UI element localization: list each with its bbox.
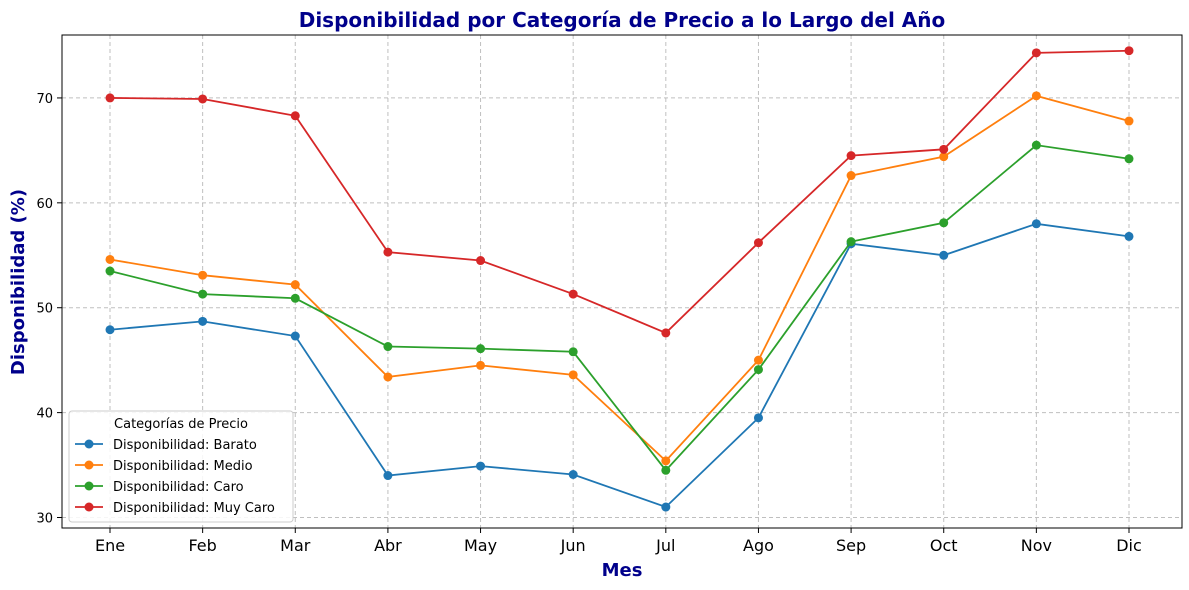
data-point bbox=[661, 502, 671, 512]
legend: Categorías de Precio Disponibilidad: Bara… bbox=[68, 410, 294, 523]
data-point bbox=[105, 266, 115, 276]
data-point bbox=[290, 331, 300, 341]
data-point bbox=[568, 470, 578, 480]
legend-item: Disponibilidad: Muy Caro bbox=[75, 501, 275, 516]
series-line bbox=[109, 94, 1130, 463]
legend-item: Disponibilidad: Medio bbox=[75, 459, 253, 474]
data-point bbox=[661, 328, 671, 338]
data-point bbox=[1031, 219, 1041, 229]
x-tick-label: Ago bbox=[743, 536, 774, 555]
x-tick-label: Nov bbox=[1021, 536, 1052, 555]
data-point bbox=[939, 218, 949, 228]
legend-box bbox=[68, 410, 294, 523]
data-point bbox=[476, 461, 486, 471]
data-point bbox=[846, 171, 856, 181]
data-point bbox=[1031, 91, 1041, 101]
data-point bbox=[661, 465, 671, 475]
data-point bbox=[1031, 140, 1041, 150]
x-tick-label: Sep bbox=[836, 536, 866, 555]
legend-label: Disponibilidad: Caro bbox=[113, 480, 244, 495]
y-axis: 30 40 50 60 70 bbox=[36, 92, 62, 527]
series-layer bbox=[105, 46, 1134, 512]
data-point bbox=[476, 256, 486, 266]
x-tick-label: Dic bbox=[1116, 536, 1142, 555]
data-point bbox=[290, 293, 300, 303]
x-tick-label: Jun bbox=[560, 536, 586, 555]
data-point bbox=[753, 238, 763, 248]
data-point bbox=[105, 254, 115, 264]
series-3 bbox=[105, 46, 1134, 338]
data-point bbox=[846, 237, 856, 247]
data-point bbox=[1124, 231, 1134, 241]
y-tick-label: 30 bbox=[36, 512, 53, 527]
data-point bbox=[198, 94, 208, 104]
data-point bbox=[661, 456, 671, 466]
series-2 bbox=[105, 140, 1134, 475]
y-tick-label: 50 bbox=[36, 302, 53, 317]
data-point bbox=[105, 325, 115, 335]
series-line bbox=[109, 49, 1130, 334]
x-tick-label: Feb bbox=[188, 536, 216, 555]
data-point bbox=[476, 360, 486, 370]
data-point bbox=[753, 355, 763, 365]
y-tick-label: 40 bbox=[36, 407, 53, 422]
data-point bbox=[383, 342, 393, 352]
grid bbox=[62, 35, 1182, 528]
data-point bbox=[383, 247, 393, 257]
data-point bbox=[939, 250, 949, 260]
legend-label: Disponibilidad: Barato bbox=[113, 438, 257, 453]
data-point bbox=[568, 347, 578, 357]
data-point bbox=[198, 289, 208, 299]
x-tick-label: Oct bbox=[930, 536, 958, 555]
series-1 bbox=[105, 91, 1134, 466]
legend-title: Categorías de Precio bbox=[114, 417, 248, 432]
legend-item: Disponibilidad: Caro bbox=[75, 480, 244, 495]
legend-marker bbox=[84, 460, 94, 470]
legend-marker bbox=[84, 481, 94, 491]
x-tick-label: Mar bbox=[280, 536, 311, 555]
legend-marker bbox=[84, 439, 94, 449]
x-tick-label: Jul bbox=[655, 536, 675, 555]
x-tick-label: May bbox=[464, 536, 497, 555]
data-point bbox=[568, 370, 578, 380]
series-line bbox=[109, 144, 1130, 472]
plot-frame bbox=[61, 34, 1183, 529]
data-point bbox=[198, 316, 208, 326]
data-point bbox=[383, 372, 393, 382]
legend-item: Disponibilidad: Barato bbox=[75, 438, 257, 453]
data-point bbox=[568, 289, 578, 299]
data-point bbox=[1124, 46, 1134, 56]
y-axis-label: Disponibilidad (%) bbox=[8, 189, 29, 375]
y-tick-label: 70 bbox=[36, 92, 53, 107]
chart-title: Disponibilidad por Categoría de Precio a… bbox=[299, 8, 946, 32]
data-point bbox=[753, 413, 763, 423]
x-axis-label: Mes bbox=[602, 560, 643, 581]
y-tick-label: 60 bbox=[36, 197, 53, 212]
data-point bbox=[753, 365, 763, 375]
data-point bbox=[1124, 154, 1134, 164]
data-point bbox=[383, 471, 393, 481]
x-tick-label: Ene bbox=[95, 536, 125, 555]
data-point bbox=[846, 151, 856, 161]
data-point bbox=[476, 344, 486, 354]
data-point bbox=[939, 152, 949, 162]
legend-marker bbox=[84, 502, 94, 512]
data-point bbox=[105, 93, 115, 103]
data-point bbox=[939, 144, 949, 154]
data-point bbox=[290, 111, 300, 121]
legend-label: Disponibilidad: Muy Caro bbox=[113, 501, 275, 516]
data-point bbox=[1124, 116, 1134, 126]
data-point bbox=[1031, 48, 1041, 58]
data-point bbox=[198, 270, 208, 280]
x-axis: Ene Feb Mar Abr May Jun Jul Ago Sep Oct Nov Dic bbox=[95, 528, 1142, 555]
data-point bbox=[290, 280, 300, 290]
legend-label: Disponibilidad: Medio bbox=[113, 459, 253, 474]
x-tick-label: Abr bbox=[374, 536, 402, 555]
series-line bbox=[109, 222, 1130, 509]
